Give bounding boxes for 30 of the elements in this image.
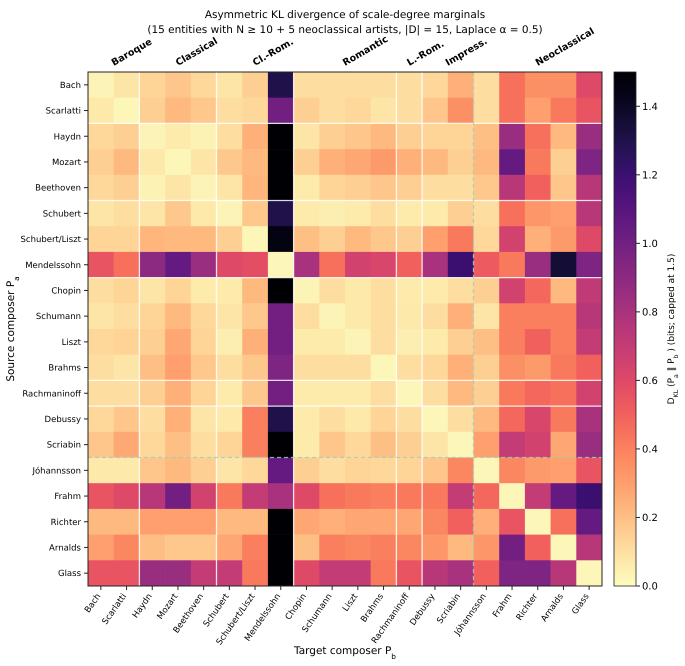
y-tick-label: Rachmaninoff <box>22 389 82 400</box>
y-tick-label: Mozart <box>52 158 82 168</box>
chart-title: Asymmetric KL divergence of scale-degree marginals <box>204 9 486 21</box>
color-bar-label: 0.6 <box>642 376 658 387</box>
y-tick-label: Scarlatti <box>46 106 81 117</box>
y-tick-label: Brahms <box>48 364 82 374</box>
color-bar-label: 1.0 <box>642 238 658 250</box>
x-axis-title: Target composer P$_{b}$ <box>293 645 396 660</box>
y-tick-label: Schubert/Liszt <box>20 235 82 246</box>
y-tick-label: Liszt <box>62 338 82 348</box>
y-tick-label: Haydn <box>54 132 81 142</box>
y-tick-label: Schumann <box>36 312 81 322</box>
color-bar-label: 1.2 <box>642 170 658 182</box>
y-tick-label: Jóhannsson <box>31 466 81 476</box>
y-tick-label: Chopin <box>51 286 81 296</box>
y-tick-label: Frahm <box>54 492 81 502</box>
y-tick-label: Mendelssohn <box>25 260 81 271</box>
color-bar-label: 0.0 <box>642 582 658 592</box>
y-tick-label: Richter <box>50 518 82 528</box>
y-tick-label: Arnalds <box>49 543 82 554</box>
y-tick-label: Scriabin <box>46 440 81 451</box>
y-tick-label: Beethoven <box>35 184 81 194</box>
color-bar-label: 0.8 <box>642 307 658 318</box>
color-bar-label: 0.4 <box>642 444 658 456</box>
y-tick-label: Schubert <box>42 209 82 220</box>
y-tick-label: Bach <box>60 80 81 91</box>
color-bar-label: 1.4 <box>642 102 658 113</box>
y-tick-label: Debussy <box>44 414 81 425</box>
color-bar-label: 0.2 <box>642 512 658 524</box>
y-tick-label: Glass <box>58 569 82 580</box>
